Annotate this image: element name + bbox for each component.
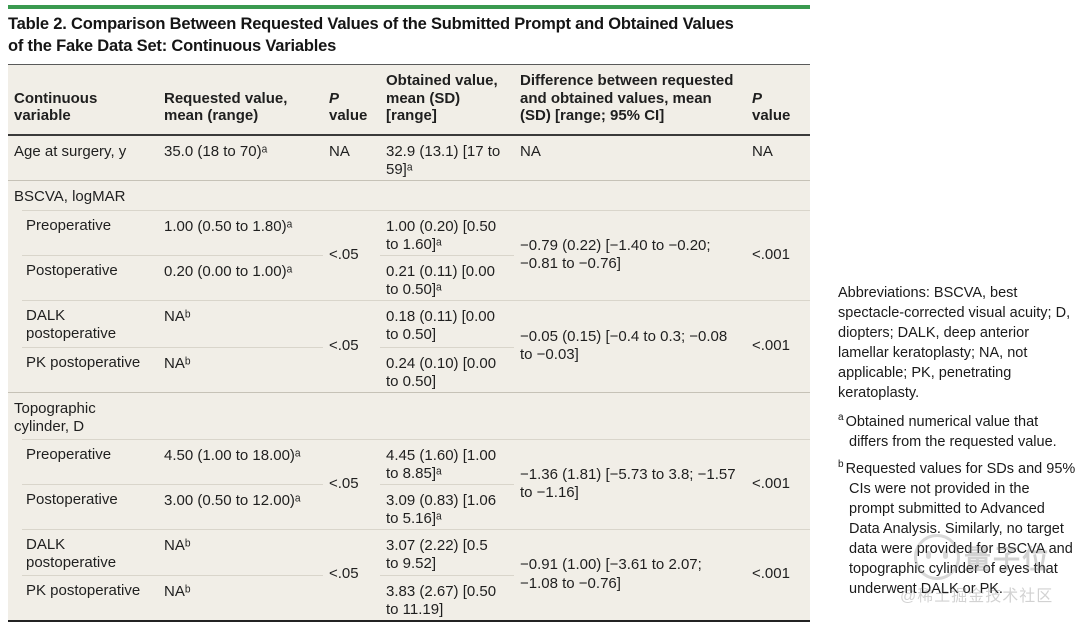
cell-requested: NAᵇ	[158, 574, 323, 620]
table-row-topo-dalk-postoperative: DALK postoperative NAᵇ <.05 3.07 (2.22) …	[8, 528, 810, 592]
cell-obtained: 32.9 (13.1) [17 to 59]ᵃ	[386, 142, 501, 179]
cell-obtained: 0.21 (0.11) [0.00 to 0.50]ᵃ	[380, 254, 514, 300]
table-row-topo-preoperative: Preoperative 4.50 (1.00 to 18.00)ᵃ <.05 …	[8, 438, 810, 501]
table-section-topographic-cylinder: Topographic cylinder, D	[8, 391, 810, 439]
cell-variable: PK postoperative	[8, 346, 158, 392]
abbreviations-note: Abbreviations: BSCVA, best spectacle-cor…	[838, 285, 1071, 401]
footnote-a-marker: a	[838, 412, 844, 424]
cell-p-value-2: <.001	[746, 528, 810, 620]
cell-p-value-2: <.001	[746, 438, 810, 529]
table-row-bscva-dalk-postoperative: DALK postoperative NAᵇ <.05 0.18 (0.11) …	[8, 299, 810, 363]
table-header-row: Continuous variable Requested value, mea…	[8, 65, 810, 136]
cell-obtained: 1.00 (0.20) [0.50 to 1.60]ᵃ	[380, 209, 514, 255]
cell-difference: −0.91 (1.00) [−3.61 to 2.07; −1.08 to −0…	[514, 528, 746, 620]
cell-obtained: 0.18 (0.11) [0.00 to 0.50]	[380, 299, 514, 347]
table-title-line2: of the Fake Data Set: Continuous Variabl…	[8, 37, 337, 55]
cell-difference: −1.36 (1.81) [−5.73 to 3.8; −1.57 to −1.…	[514, 438, 746, 529]
col-header-p-value-2: P value	[746, 65, 810, 136]
cell-p-value-1: <.05	[323, 438, 380, 529]
cell-requested: NAᵇ	[158, 299, 323, 347]
footnote-b-marker: b	[838, 459, 844, 471]
cell-p-value-1: <.05	[323, 299, 380, 392]
cell-variable: Postoperative	[8, 254, 158, 300]
cell-obtained: 4.45 (1.60) [1.00 to 8.85]ᵃ	[380, 438, 514, 484]
footnote-a: a Obtained numerical value that differs f…	[838, 412, 1076, 452]
col-header-requested-value: Requested value, mean (range)	[158, 65, 323, 136]
p-italic: P	[752, 89, 763, 107]
cell-requested: NAᵇ	[158, 346, 323, 392]
table-row-bscva-postoperative: Postoperative 0.20 (0.00 to 1.00)ᵃ 0.21 …	[8, 254, 810, 300]
cell-variable: Age at surgery, y	[14, 142, 127, 160]
section-label: BSCVA, logMAR	[8, 179, 810, 210]
cell-requested: 0.20 (0.00 to 1.00)ᵃ	[158, 254, 323, 300]
section-label: Topographic cylinder, D	[14, 399, 96, 436]
table-title: Table 2. Comparison Between Requested Va…	[8, 13, 810, 57]
cell-variable: Postoperative	[8, 483, 158, 529]
table-row-bscva-pk-postoperative: PK postoperative NAᵇ 0.24 (0.10) [0.00 t…	[8, 346, 810, 392]
cell-variable: DALK postoperative	[8, 299, 158, 347]
table-title-line1: Table 2. Comparison Between Requested Va…	[8, 15, 734, 33]
cell-requested: 35.0 (18 to 70)ᵃ	[164, 142, 268, 160]
cell-difference: −0.05 (0.15) [−0.4 to 0.3; −0.08 to −0.0…	[514, 299, 746, 392]
cell-difference: NA	[520, 142, 541, 160]
table-row-topo-postoperative: Postoperative 3.00 (0.50 to 12.00)ᵃ 3.09…	[8, 483, 810, 529]
col-header-obtained-value: Obtained value, mean (SD) [range]	[380, 65, 514, 136]
col-header-continuous-variable: Continuous variable	[8, 65, 158, 136]
cell-p-value-1: <.05	[323, 209, 380, 300]
cell-requested: 1.00 (0.50 to 1.80)ᵃ	[158, 209, 323, 255]
comparison-table: Continuous variable Requested value, mea…	[8, 64, 810, 622]
cell-p-value-1: <.05	[323, 528, 380, 620]
col-header-p-value-1: P value	[323, 65, 380, 136]
cell-obtained: 3.07 (2.22) [0.5 to 9.52]	[380, 528, 514, 575]
cell-variable: PK postoperative	[8, 574, 158, 620]
cell-variable: Preoperative	[8, 438, 158, 484]
p-rest: value	[329, 107, 368, 124]
cell-p-value-2: <.001	[746, 299, 810, 392]
cell-p-value-2: <.001	[746, 209, 810, 300]
table-section-bscva: BSCVA, logMAR	[8, 179, 810, 210]
table-accent-rule	[8, 5, 810, 9]
cell-variable: Preoperative	[8, 209, 158, 255]
footnote-a-text: Obtained numerical value that differs fr…	[845, 414, 1057, 450]
table-row-bscva-preoperative: Preoperative 1.00 (0.50 to 1.80)ᵃ <.05 1…	[8, 209, 810, 272]
col-header-difference: Difference between requested and obtaine…	[514, 65, 746, 136]
cell-obtained: 0.24 (0.10) [0.00 to 0.50]	[380, 346, 514, 392]
cell-requested: NAᵇ	[158, 528, 323, 575]
cell-difference: −0.79 (0.22) [−1.40 to −0.20; −0.81 to −…	[514, 209, 746, 300]
cell-obtained: 3.09 (0.83) [1.06 to 5.16]ᵃ	[380, 483, 514, 529]
table-row-age-at-surgery: Age at surgery, y 35.0 (18 to 70)ᵃ NA 32…	[8, 136, 810, 180]
p-rest: value	[752, 107, 791, 124]
cell-requested: 3.00 (0.50 to 12.00)ᵃ	[158, 483, 323, 529]
footnote-b-text: Requested values for SDs and 95% CIs wer…	[845, 461, 1076, 597]
footnote-b: b Requested values for SDs and 95% CIs we…	[838, 459, 1076, 599]
cell-p-value-1: NA	[329, 142, 350, 160]
cell-variable: DALK postoperative	[8, 528, 158, 575]
p-italic: P	[329, 89, 340, 107]
cell-requested: 4.50 (1.00 to 18.00)ᵃ	[158, 438, 323, 484]
table-notes: Abbreviations: BSCVA, best spectacle-cor…	[838, 283, 1076, 606]
cell-p-value-2: NA	[752, 142, 773, 160]
